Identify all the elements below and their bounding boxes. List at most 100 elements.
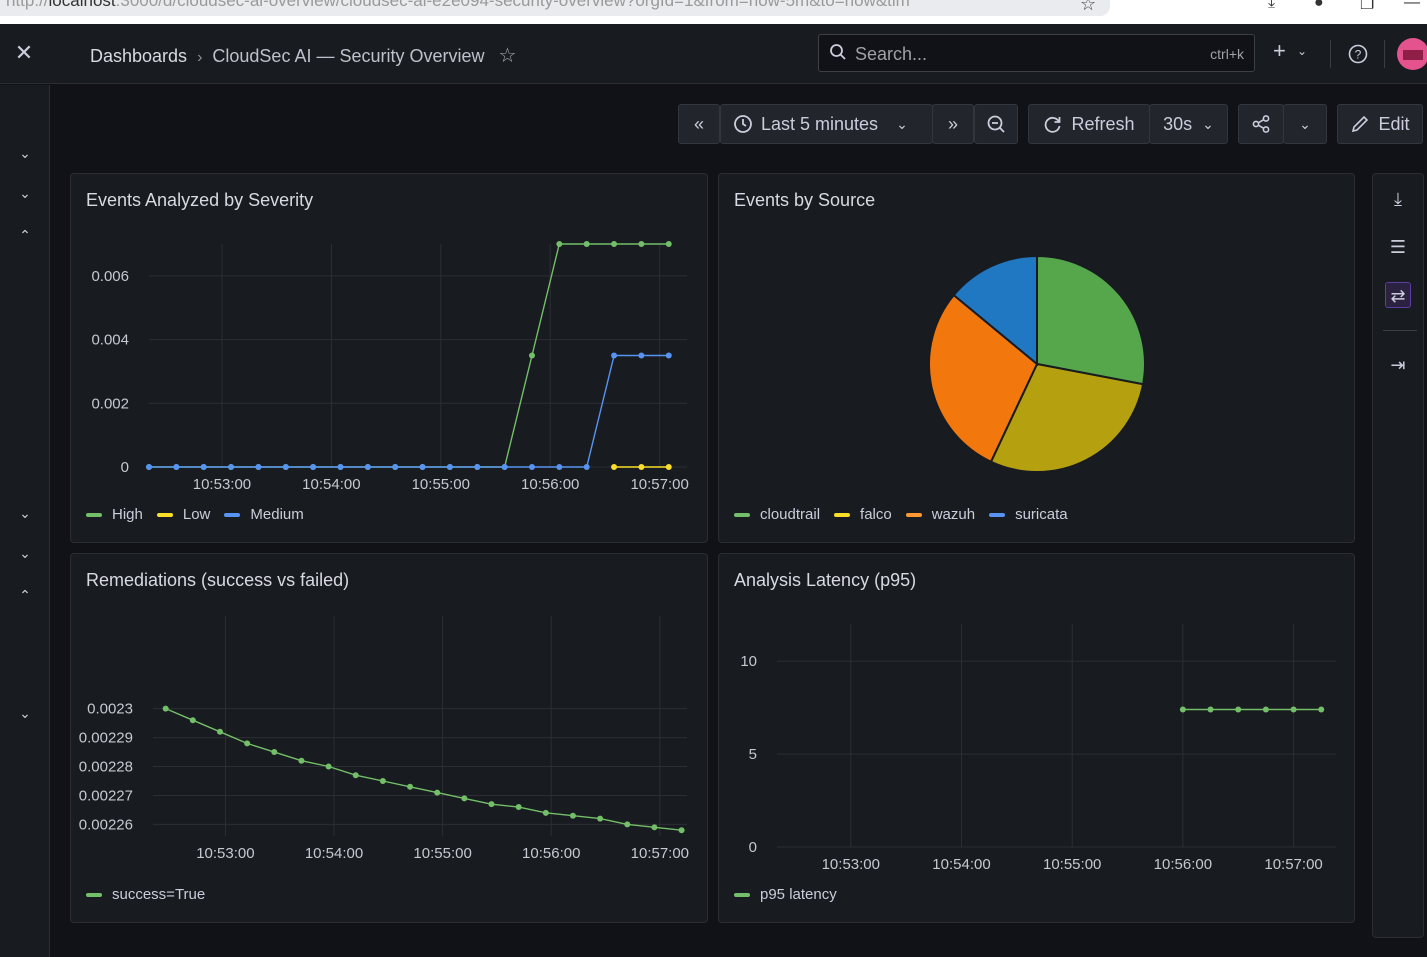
data-point (298, 757, 305, 764)
legend-label: wazuh (931, 506, 976, 523)
y-tick-label: 0.00227 (79, 787, 133, 804)
y-tick-label: 0.0023 (87, 701, 133, 718)
time-shift-forward-button[interactable]: » (932, 104, 974, 144)
data-point (569, 812, 576, 819)
time-shift-back-button[interactable]: « (678, 104, 720, 144)
outline-list-icon[interactable]: ☰ (1389, 237, 1407, 257)
refresh-button[interactable]: Refresh (1028, 104, 1150, 144)
edit-button[interactable]: Edit (1337, 104, 1423, 144)
close-icon[interactable]: ✕ (14, 40, 34, 65)
data-point (1290, 706, 1297, 713)
legend-swatch (734, 892, 750, 897)
legend-item-p95-latency[interactable]: p95 latency (734, 886, 837, 903)
share-options-button[interactable]: ⌄ (1283, 104, 1327, 144)
data-point (189, 717, 196, 724)
legend-swatch (734, 512, 750, 517)
share-button[interactable] (1238, 104, 1284, 144)
legend-item-low[interactable]: Low (156, 506, 210, 523)
legend-swatch (224, 512, 241, 517)
y-tick-label: 0.002 (91, 395, 129, 412)
chevron-down-icon[interactable]: ⌄ (1297, 44, 1308, 58)
swap-icon[interactable]: ⇄ (1385, 282, 1411, 308)
data-point (1179, 706, 1186, 713)
help-icon[interactable]: ? (1348, 44, 1368, 64)
pie-slice-falco (989, 362, 1145, 473)
x-tick-label: 10:55:00 (412, 476, 470, 493)
svg-text:?: ? (1355, 48, 1362, 62)
search-shortcut: ctrl+k (1210, 46, 1244, 62)
page-title: CloudSec AI — Security Overview (212, 46, 485, 66)
time-range-picker[interactable]: Last 5 minutes ⌄ (720, 104, 933, 144)
download-icon[interactable]: ⤓ (1394, 189, 1402, 209)
panel-events-by-severity: Events Analyzed by Severity 10:53:00 10:5… (70, 173, 708, 543)
legend-label: p95 latency (760, 886, 837, 903)
y-tick-label: 0.004 (91, 332, 129, 349)
data-point (173, 464, 180, 470)
window-icon[interactable]: ❐ (1360, 0, 1375, 13)
bookmark-star-icon[interactable]: ☆ (1080, 0, 1097, 14)
legend-item-suricata[interactable]: suricata (989, 506, 1068, 523)
extension-icon[interactable]: ● (1314, 0, 1324, 11)
data-point (1235, 706, 1242, 713)
legend-item-success-true[interactable]: success=True (86, 886, 205, 903)
address-bar[interactable]: http://localhost:3000/d/cloudsec-ai-over… (0, 0, 1110, 16)
y-tick-label: 0 (121, 459, 129, 476)
x-tick-label: 10:57:00 (631, 845, 689, 862)
zoom-out-button[interactable] (974, 104, 1018, 144)
data-point (611, 464, 618, 470)
refresh-interval-picker[interactable]: 30s ⌄ (1149, 104, 1228, 144)
legend-label: falco (860, 506, 892, 523)
data-point (461, 795, 468, 802)
legend-item-medium[interactable]: Medium (224, 506, 304, 523)
search-input[interactable]: Search... ctrl+k (818, 34, 1255, 72)
data-point (501, 464, 508, 470)
url-prefix: http:// (6, 0, 49, 10)
collapse-right-icon[interactable]: ⇥ (1390, 355, 1406, 375)
data-point (638, 464, 645, 470)
legend-item-wazuh[interactable]: wazuh (905, 506, 976, 523)
chevron-up-icon[interactable]: ⌃ (19, 587, 31, 603)
x-tick-label: 10:54:00 (305, 845, 363, 862)
legend-swatch (86, 512, 102, 517)
data-point (651, 824, 658, 831)
legend-item-high[interactable]: High (86, 506, 143, 523)
legend-label: High (112, 506, 143, 523)
legend-swatch (989, 512, 1006, 517)
chevron-down-icon[interactable]: ⌄ (19, 185, 31, 201)
remediation-line-chart: 10:53:00 10:54:00 10:55:00 10:56:00 10:57:00… (79, 616, 689, 862)
data-point (216, 728, 223, 735)
menu-icon[interactable]: — (1404, 0, 1420, 11)
pencil-icon (1352, 115, 1369, 133)
x-tick-label: 10:56:00 (1154, 856, 1212, 873)
legend-item-falco[interactable]: falco (834, 506, 892, 523)
panel-events-by-source: Events by Source cloudtrail falco wazuh … (718, 173, 1355, 543)
refresh-label: Refresh (1071, 113, 1135, 134)
chevron-down-icon[interactable]: ⌄ (19, 545, 31, 561)
chevron-up-icon[interactable]: ⌃ (19, 227, 31, 243)
data-point (542, 809, 549, 816)
x-tick-label: 10:56:00 (522, 845, 580, 862)
download-icon[interactable]: ⤓ (1268, 0, 1276, 11)
refresh-interval-label: 30s (1163, 113, 1193, 134)
y-tick-label: 0.006 (91, 268, 129, 285)
chevron-down-icon[interactable]: ⌄ (19, 705, 31, 721)
panel-title: Events Analyzed by Severity (86, 190, 314, 210)
star-icon[interactable]: ☆ (498, 45, 517, 67)
data-point (162, 705, 169, 712)
data-point (665, 464, 672, 470)
legend-swatch (86, 892, 102, 897)
legend-label: success=True (112, 886, 206, 903)
data-point (271, 749, 278, 756)
data-point (488, 801, 495, 808)
panel-title: Remediations (success vs failed) (86, 570, 350, 590)
avatar[interactable] (1397, 38, 1427, 70)
chevron-down-icon[interactable]: ⌄ (19, 145, 31, 161)
chevron-down-icon[interactable]: ⌄ (19, 505, 31, 521)
data-point (638, 352, 645, 359)
search-placeholder: Search... (855, 44, 928, 64)
legend-item-cloudtrail[interactable]: cloudtrail (734, 506, 820, 523)
add-icon[interactable]: + (1273, 38, 1286, 63)
breadcrumb-dashboards[interactable]: Dashboards (90, 46, 188, 66)
x-tick-label: 10:57:00 (1264, 856, 1322, 873)
data-point (244, 740, 251, 747)
